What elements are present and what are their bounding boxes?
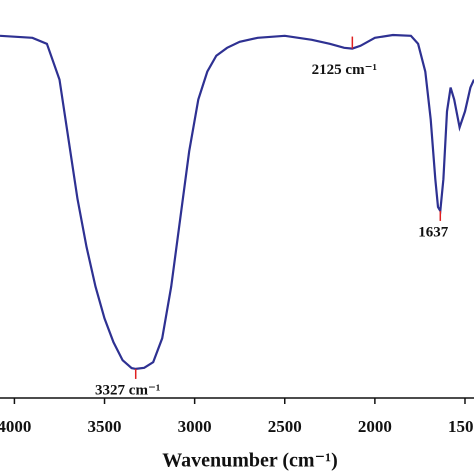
x-tick-label: 4000 <box>0 417 31 436</box>
x-tick-label: 2500 <box>268 417 302 436</box>
x-tick-label: 3500 <box>88 417 122 436</box>
x-tick-label: 1500 <box>448 417 474 436</box>
x-tick-label: 3000 <box>178 417 212 436</box>
x-tick-label: 2000 <box>358 417 392 436</box>
spectrum-line <box>0 33 474 371</box>
peak-label: 1637 <box>418 224 449 240</box>
x-axis-label: Wavenumber (cm⁻¹) <box>162 450 338 472</box>
peak-label: 3327 cm⁻¹ <box>95 382 160 398</box>
peak-label: 2125 cm⁻¹ <box>312 62 377 78</box>
